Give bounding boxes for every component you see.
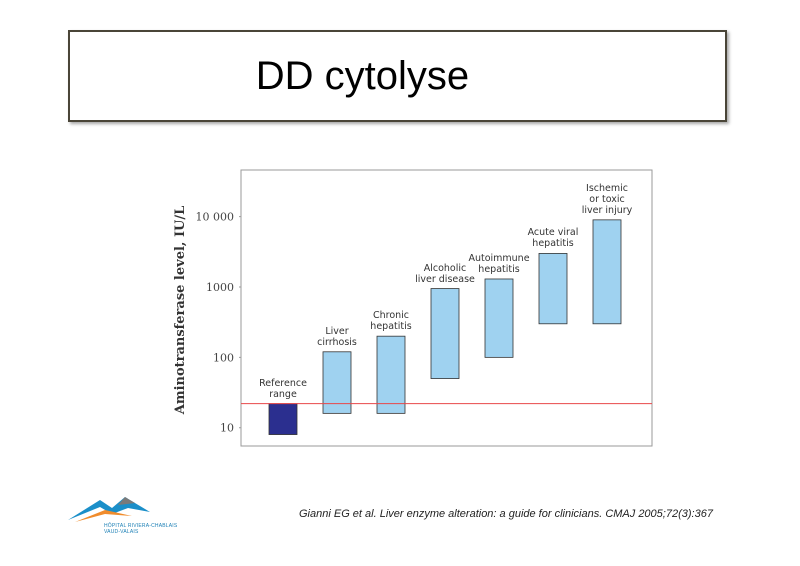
bar — [376, 335, 406, 414]
bar — [538, 253, 568, 325]
y-axis-label: Aminotransferase level, IU/L — [173, 206, 188, 416]
bar — [322, 351, 352, 414]
category-label: Acute viral hepatitis — [527, 227, 579, 250]
bar — [268, 403, 298, 435]
category-label: Liver cirrhosis — [317, 325, 357, 348]
category-label: Reference range — [259, 377, 307, 400]
category-label: Alcoholic liver disease — [415, 262, 475, 285]
title-box: DD cytolyse — [68, 30, 727, 122]
bar — [430, 288, 460, 379]
slide-title: DD cytolyse — [255, 54, 470, 98]
y-tick-label: 1000 — [206, 281, 234, 294]
category-label: Ischemic or toxic liver injury — [581, 182, 633, 216]
y-tick-label: 10 000 — [196, 211, 235, 224]
logo-text: VAUD-VALAIS — [104, 529, 139, 535]
y-tick-label: 100 — [213, 351, 234, 364]
bar — [592, 219, 622, 325]
citation: Gianni EG et al. Liver enzyme alteration… — [299, 508, 713, 520]
plot-frame — [240, 169, 653, 447]
bar — [484, 278, 514, 358]
category-label: Chronic hepatitis — [370, 310, 412, 333]
logo-text: HÔPITAL RIVIERA-CHABLAIS — [104, 523, 178, 529]
logo — [68, 497, 150, 522]
category-label: Autoimmune hepatitis — [468, 252, 530, 275]
y-tick-label: 10 — [220, 422, 234, 435]
